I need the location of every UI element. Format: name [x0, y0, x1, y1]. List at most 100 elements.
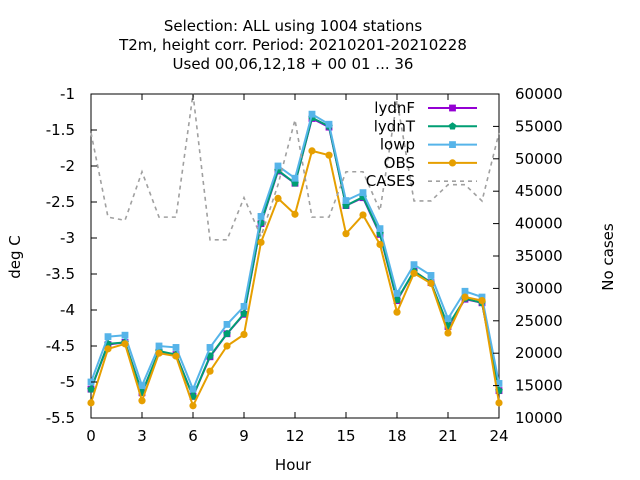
y2-tick-label: 60000 — [515, 85, 563, 103]
data-point-lowp — [461, 287, 469, 295]
data-point-lowp — [240, 303, 248, 310]
series-line-lydnf — [90, 117, 500, 399]
data-point-lowp — [172, 344, 180, 351]
y-axis-label: deg C — [6, 235, 24, 279]
x-tick-label: 15 — [336, 427, 355, 445]
data-point-lowp — [138, 382, 146, 389]
data-point-obs — [257, 238, 265, 246]
data-point-lowp — [291, 174, 299, 182]
legend-label-lowp: lowp — [380, 136, 415, 154]
y-tick-label: -5 — [60, 373, 75, 391]
data-point-obs — [461, 293, 469, 301]
x-tick-label: 6 — [188, 427, 198, 445]
data-point-lowp — [206, 344, 214, 351]
data-point-lowp — [325, 120, 333, 128]
data-point-lowp — [342, 197, 350, 204]
y2-tick-label: 35000 — [515, 247, 563, 265]
x-tick-label: 0 — [86, 427, 96, 445]
data-point-obs — [495, 399, 503, 407]
x-tick-label: 3 — [137, 427, 147, 445]
x-tick-label: 24 — [489, 427, 508, 445]
y2-axis-label: No cases — [599, 223, 617, 291]
y-tick-label: -2 — [60, 157, 75, 175]
data-point-lowp — [427, 272, 435, 279]
data-point-obs — [121, 340, 129, 348]
series-line-lowp — [90, 112, 500, 392]
data-point-obs — [155, 349, 163, 357]
data-point-lowp — [223, 321, 231, 328]
data-point-lydnt — [223, 329, 231, 337]
data-point-obs — [104, 345, 112, 353]
y2-tick-label: 15000 — [515, 377, 563, 395]
data-point-obs — [223, 342, 231, 350]
x-tick-label: 21 — [438, 427, 457, 445]
series-lydnt — [87, 113, 503, 400]
legend-marker-obs — [448, 159, 457, 167]
data-point-obs — [325, 151, 333, 159]
y2-tick-label: 30000 — [515, 279, 563, 297]
legend-label-lydnf: lydnF — [374, 99, 415, 117]
y-tick-label: -1 — [60, 85, 75, 103]
series-lydnf — [87, 115, 503, 400]
series-lowp — [87, 110, 503, 393]
data-point-lowp — [189, 385, 197, 393]
x-tick-label: 12 — [285, 427, 304, 445]
y-tick-label: -5.5 — [46, 409, 75, 427]
legend-marker-lydnf — [449, 104, 456, 112]
data-point-lowp — [359, 189, 367, 197]
data-point-obs — [240, 330, 248, 339]
data-point-obs — [393, 308, 401, 316]
y2-tick-label: 20000 — [515, 344, 563, 362]
data-point-obs — [189, 402, 197, 410]
x-tick-label: 9 — [239, 427, 249, 445]
x-tick-label: 18 — [387, 427, 406, 445]
data-point-obs — [410, 269, 418, 277]
data-point-lowp — [155, 342, 163, 350]
y-tick-label: -2.5 — [46, 193, 75, 211]
y2-tick-label: 45000 — [515, 182, 563, 200]
data-point-lowp — [121, 331, 129, 339]
title-line: Used 00,06,12,18 + 00 01 ... 36 — [173, 55, 414, 73]
y-tick-label: -1.5 — [46, 121, 75, 139]
data-point-obs — [206, 367, 214, 375]
data-point-lowp — [308, 110, 316, 118]
data-point-obs — [138, 397, 146, 405]
data-point-obs — [87, 399, 95, 407]
data-point-lydnt — [87, 385, 95, 393]
title-line: T2m, height corr. Period: 20210201-20210… — [118, 36, 467, 54]
data-point-lowp — [444, 315, 452, 323]
data-point-obs — [274, 194, 282, 202]
data-point-obs — [427, 279, 435, 287]
x-axis-label: Hour — [275, 456, 312, 474]
legend-label-cases: CASES — [366, 172, 415, 190]
data-point-obs — [444, 329, 452, 337]
series-obs — [87, 147, 503, 410]
series-layer — [87, 93, 503, 410]
title-line: Selection: ALL using 1004 stations — [164, 17, 423, 35]
y-tick-label: -4.5 — [46, 337, 75, 355]
series-line-lydnt — [90, 116, 500, 400]
data-point-obs — [172, 352, 180, 360]
data-point-lowp — [393, 290, 401, 297]
y-tick-label: -4 — [60, 301, 75, 319]
legend-marker-lydnt — [448, 122, 457, 130]
data-point-obs — [342, 230, 350, 238]
y2-tick-label: 55000 — [515, 117, 563, 135]
data-point-lowp — [495, 380, 503, 387]
data-point-lowp — [257, 213, 265, 220]
data-point-obs — [376, 240, 384, 249]
data-point-lowp — [104, 333, 112, 341]
y-tick-label: -3.5 — [46, 265, 75, 283]
axis-ticks: 0 3 6 9 12 15 18 21 24 -1 -1.5 -2 -2.5 -3 -3.5 -4 -4.5 -5… — [46, 85, 563, 445]
data-point-lowp — [410, 261, 418, 269]
series-cases — [90, 93, 500, 241]
data-point-obs — [308, 147, 316, 155]
y2-tick-label: 10000 — [515, 409, 563, 427]
data-point-lydnt — [240, 309, 248, 317]
legend-marker-lowp — [449, 141, 456, 148]
series-line-cases — [90, 93, 500, 241]
data-point-lowp — [376, 225, 384, 233]
